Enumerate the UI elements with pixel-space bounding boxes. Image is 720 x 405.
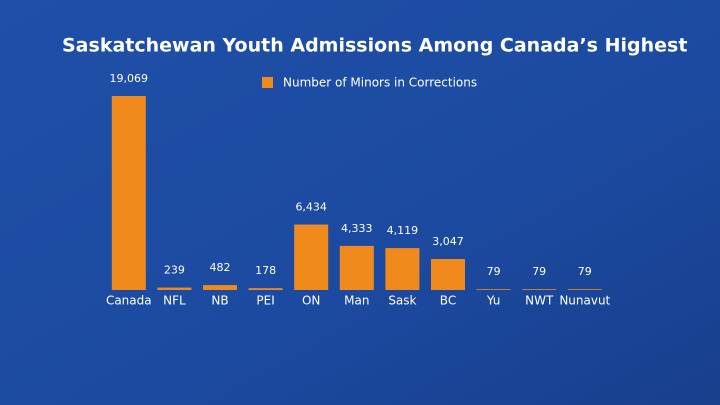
bar: [111, 96, 146, 290]
x-tick-label: Canada: [106, 294, 152, 308]
value-label: 4,333: [341, 222, 373, 235]
x-tick-label: Man: [344, 294, 369, 308]
bar: [248, 288, 283, 290]
bar: [339, 245, 374, 290]
bar: [431, 259, 465, 290]
value-label: 3,047: [432, 235, 464, 248]
x-tick-label: NFL: [163, 294, 186, 308]
bar: [294, 224, 329, 290]
value-label: 19,069: [110, 72, 149, 85]
legend-swatch: [262, 77, 273, 88]
chart-title: Saskatchewan Youth Admissions Among Cana…: [62, 35, 687, 57]
bar: [567, 289, 602, 290]
value-label: 79: [487, 265, 501, 278]
bar: [522, 289, 557, 290]
value-label: 482: [210, 261, 231, 274]
x-tick-label: NWT: [525, 294, 554, 308]
bar: [157, 287, 192, 290]
value-label: 79: [532, 265, 546, 278]
bar: [385, 248, 420, 290]
x-tick-label: PEI: [256, 294, 274, 308]
value-label: 79: [578, 265, 592, 278]
bar: [203, 285, 237, 290]
value-label: 178: [255, 264, 276, 277]
x-tick-label: Sask: [388, 294, 416, 308]
legend-label: Number of Minors in Corrections: [283, 76, 477, 90]
value-label: 6,434: [295, 201, 327, 214]
bar: [476, 289, 511, 290]
x-tick-label: NB: [211, 294, 228, 308]
x-tick-label: ON: [302, 294, 320, 308]
x-tick-label: Yu: [486, 294, 501, 308]
value-label: 4,119: [387, 224, 419, 237]
x-tick-label: Nunavut: [559, 294, 610, 308]
value-label: 239: [164, 264, 185, 277]
x-tick-label: BC: [440, 294, 456, 308]
